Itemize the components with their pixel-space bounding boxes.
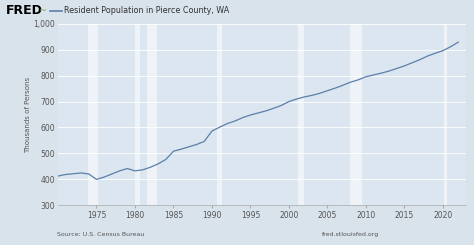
Text: Source: U.S. Census Bureau: Source: U.S. Census Bureau: [57, 232, 144, 236]
Bar: [218, 24, 222, 205]
Bar: [444, 24, 447, 205]
Y-axis label: Thousands of Persons: Thousands of Persons: [25, 76, 31, 153]
Bar: [135, 24, 140, 205]
Text: Resident Population in Pierce County, WA: Resident Population in Pierce County, WA: [64, 6, 229, 15]
Bar: [298, 24, 303, 205]
Text: fred.stlouisfed.org: fred.stlouisfed.org: [322, 232, 380, 236]
Bar: [88, 24, 98, 205]
Text: FRED: FRED: [6, 4, 43, 17]
Text: ~: ~: [39, 6, 47, 16]
Bar: [350, 24, 362, 205]
Bar: [146, 24, 157, 205]
